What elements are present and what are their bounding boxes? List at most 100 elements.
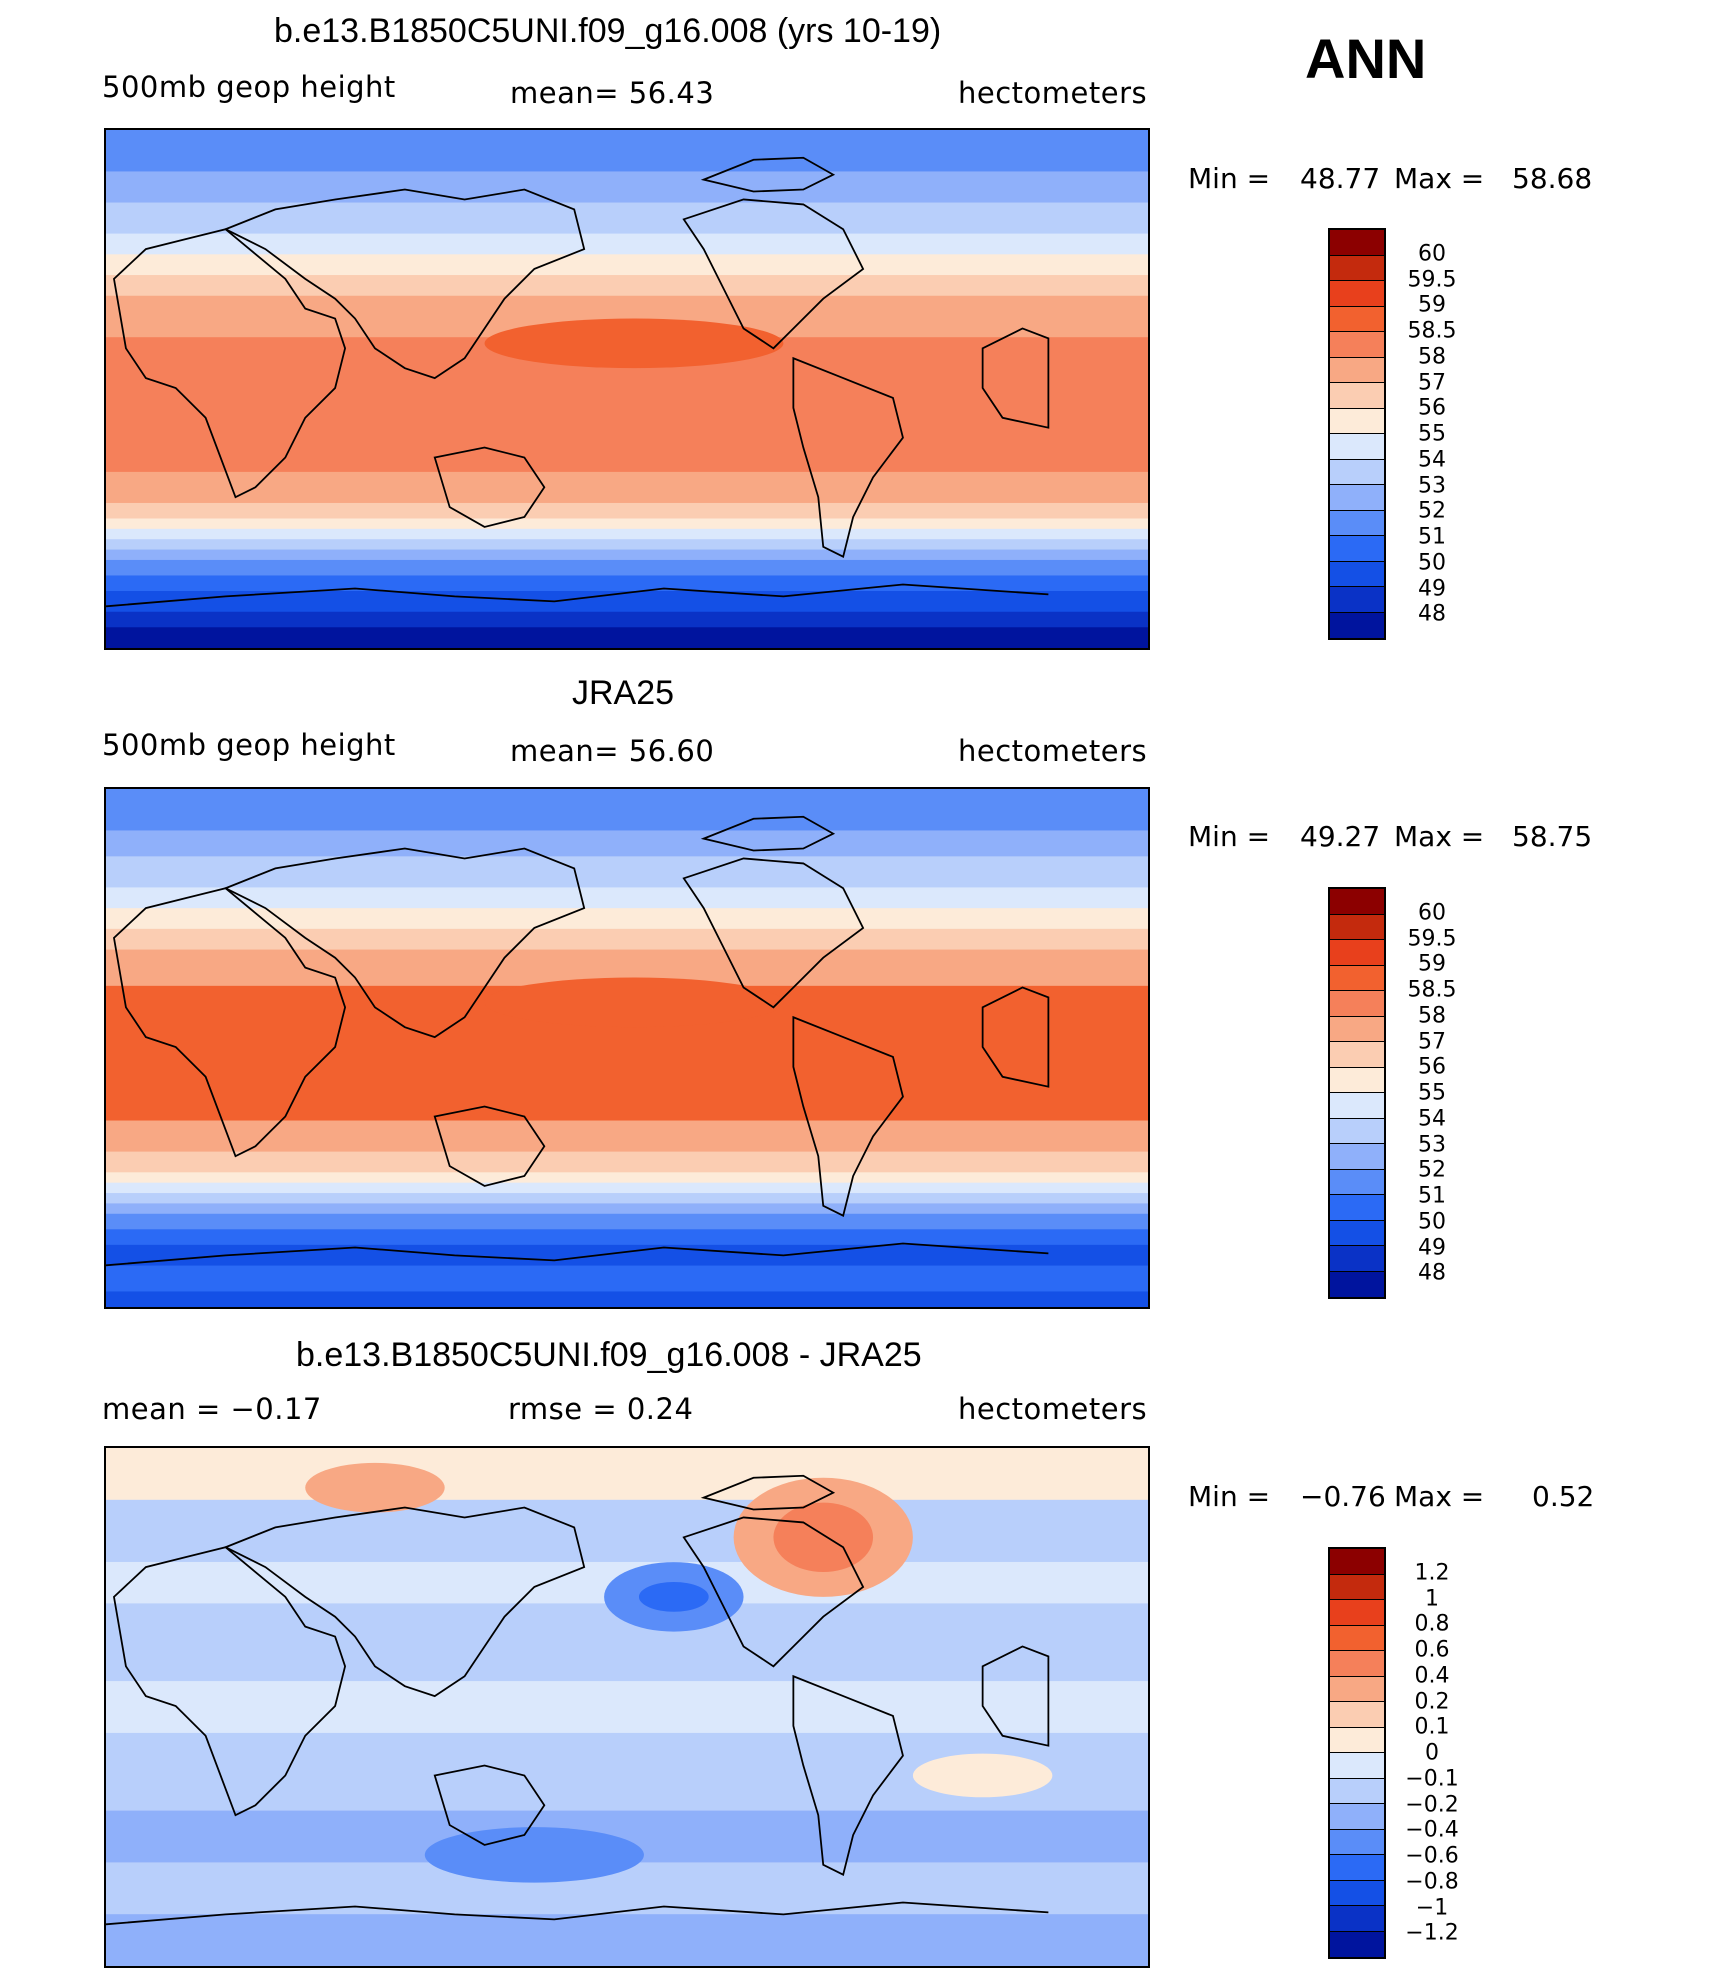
panel2-colorbar-labels: 60 59.5 59 58.5 58 57 56 55 54 53 52 51 50 49 48 bbox=[1392, 887, 1512, 1299]
colorbar-label: 52 bbox=[1418, 498, 1446, 524]
colorbar-label: −0.2 bbox=[1405, 1792, 1459, 1817]
map-band bbox=[106, 830, 1148, 858]
coastline bbox=[700, 815, 836, 852]
colorbar-label: 1 bbox=[1425, 1586, 1439, 1611]
colorbar-bin bbox=[1330, 1246, 1384, 1272]
panel3-colorbar bbox=[1328, 1547, 1386, 1959]
map-band bbox=[106, 1291, 1148, 1307]
colorbar-bin bbox=[1330, 1778, 1384, 1804]
panel1-title: b.e13.B1850C5UNI.f09_g16.008 (yrs 10-19) bbox=[274, 12, 942, 50]
coastline bbox=[113, 1546, 347, 1817]
colorbar-bin bbox=[1330, 1549, 1384, 1575]
coastline bbox=[113, 887, 347, 1158]
map-band bbox=[106, 928, 1148, 951]
panel1-mean: mean= 56.43 bbox=[510, 76, 715, 110]
map-anomaly bbox=[773, 1502, 874, 1573]
colorbar-label: −1 bbox=[1415, 1895, 1449, 1920]
colorbar-bin bbox=[1330, 587, 1384, 613]
map-band bbox=[106, 1203, 1148, 1215]
colorbar-label: 55 bbox=[1418, 1080, 1446, 1106]
colorbar-bin bbox=[1330, 1880, 1384, 1906]
panel2-min-value: 49.27 bbox=[1300, 820, 1381, 853]
colorbar-label: 59.5 bbox=[1407, 267, 1457, 292]
map-band bbox=[106, 430, 1148, 473]
colorbar-label: −0.1 bbox=[1405, 1766, 1459, 1792]
coastline bbox=[981, 1645, 1050, 1747]
colorbar-label: 56 bbox=[1418, 395, 1446, 421]
map-band bbox=[106, 502, 1148, 520]
colorbar-label: 54 bbox=[1418, 447, 1446, 473]
map-band bbox=[106, 856, 1148, 889]
colorbar-label: 0.6 bbox=[1414, 1637, 1450, 1663]
panel3-min-value: −0.76 bbox=[1300, 1480, 1386, 1513]
coastline bbox=[700, 156, 836, 193]
map-band bbox=[106, 887, 1148, 910]
colorbar-label: 0.4 bbox=[1414, 1663, 1450, 1689]
map-band bbox=[106, 202, 1148, 235]
panel2-units: hectometers bbox=[958, 734, 1148, 768]
map-band bbox=[106, 471, 1148, 504]
colorbar-label: 58 bbox=[1418, 344, 1446, 370]
panel3-colorbar-labels: 1.2 1 0.8 0.6 0.4 0.2 0.1 0 −0.1 −0.2 −0.4 −0.6 −0.8… bbox=[1392, 1547, 1512, 1959]
colorbar-label: −0.4 bbox=[1405, 1817, 1459, 1843]
colorbar-bin bbox=[1330, 1855, 1384, 1881]
colorbar-bin bbox=[1330, 1829, 1384, 1855]
colorbar-label: 49 bbox=[1418, 576, 1446, 601]
colorbar-label: 51 bbox=[1418, 1183, 1446, 1209]
coastline bbox=[223, 847, 586, 1039]
colorbar-label: 0 bbox=[1425, 1740, 1439, 1766]
colorbar-label: 0.8 bbox=[1414, 1611, 1450, 1637]
panel2-max-value: 58.75 bbox=[1512, 820, 1593, 853]
map-band bbox=[106, 233, 1148, 256]
colorbar-label: 53 bbox=[1418, 1132, 1446, 1157]
colorbar-bin bbox=[1330, 332, 1384, 358]
coastline bbox=[433, 1764, 546, 1846]
colorbar-label: 57 bbox=[1418, 370, 1446, 395]
colorbar-bin bbox=[1330, 408, 1384, 434]
colorbar-bin bbox=[1330, 230, 1384, 256]
colorbar-bin bbox=[1330, 991, 1384, 1017]
map-band bbox=[106, 1213, 1148, 1231]
map-band bbox=[106, 1151, 1148, 1174]
coastline bbox=[106, 583, 1049, 608]
map-band bbox=[106, 1182, 1148, 1195]
colorbar-bin bbox=[1330, 1042, 1384, 1068]
colorbar-label: 59.5 bbox=[1407, 926, 1457, 951]
colorbar-bin bbox=[1330, 1271, 1384, 1297]
colorbar-bin bbox=[1330, 914, 1384, 940]
panel3-units: hectometers bbox=[958, 1392, 1148, 1426]
colorbar-label: 57 bbox=[1418, 1029, 1446, 1054]
map-band bbox=[106, 171, 1148, 204]
coastline bbox=[433, 1105, 546, 1187]
colorbar-label: 59 bbox=[1418, 951, 1446, 977]
colorbar-bin bbox=[1330, 561, 1384, 587]
map-band bbox=[106, 539, 1148, 551]
map-band bbox=[106, 130, 1148, 173]
panel2-title: JRA25 bbox=[572, 674, 675, 712]
season-label: ANN bbox=[1305, 27, 1427, 90]
panel1-min-label: Min = bbox=[1188, 162, 1271, 195]
coastline bbox=[792, 1674, 904, 1877]
map-anomaly bbox=[305, 1462, 445, 1513]
colorbar-label: 60 bbox=[1418, 900, 1446, 926]
colorbar-bin bbox=[1330, 1702, 1384, 1728]
panel2-left-label: 500mb geop height bbox=[102, 728, 396, 762]
map-band bbox=[106, 789, 1148, 832]
colorbar-bin bbox=[1330, 536, 1384, 562]
panel1-max-value: 58.68 bbox=[1512, 162, 1593, 195]
panel3-mean: mean = −0.17 bbox=[102, 1392, 322, 1426]
colorbar-bin bbox=[1330, 383, 1384, 409]
map-band bbox=[106, 1448, 1148, 1501]
colorbar-bin bbox=[1330, 1016, 1384, 1042]
panel2-colorbar bbox=[1328, 887, 1386, 1299]
colorbar-label: 0.2 bbox=[1414, 1689, 1450, 1714]
coastline bbox=[433, 446, 546, 528]
map-high bbox=[484, 977, 784, 1028]
colorbar-bin bbox=[1330, 281, 1384, 307]
panel3-map bbox=[104, 1446, 1150, 1968]
coastline bbox=[792, 1015, 904, 1218]
coastline bbox=[981, 986, 1050, 1088]
colorbar-bin bbox=[1330, 255, 1384, 281]
panel3-max-label: Max = bbox=[1394, 1480, 1485, 1513]
panel1-map-svg bbox=[106, 130, 1148, 648]
